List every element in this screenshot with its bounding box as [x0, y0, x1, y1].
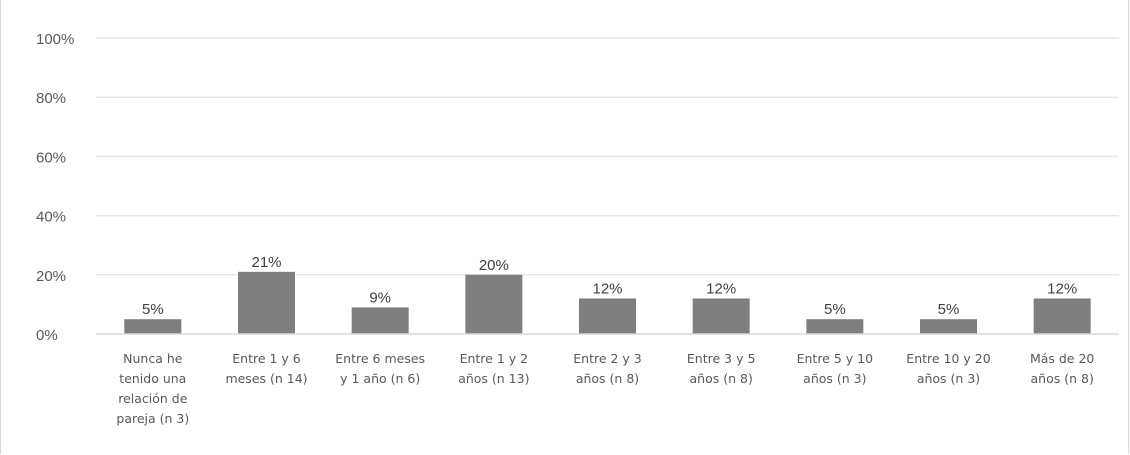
bar: [1033, 298, 1091, 334]
data-label: 12%: [706, 280, 736, 297]
category-label-line: Nunca he: [123, 351, 183, 366]
bar: [579, 298, 636, 334]
category-label-line: relación de: [118, 391, 188, 406]
bar: [806, 319, 864, 334]
bar: [465, 274, 523, 334]
data-label: 12%: [1047, 280, 1077, 297]
bar: [238, 271, 295, 334]
data-label: 9%: [369, 289, 391, 306]
category-label: Entre 1 y 2 años (n 13): [458, 351, 529, 386]
y-tick-label: 60%: [36, 149, 66, 166]
data-label: 5%: [142, 301, 164, 318]
gridlines: [96, 37, 1119, 276]
category-label-line: tenido una: [119, 371, 186, 386]
bar: [351, 307, 409, 334]
category-label-line: años (n 3): [803, 371, 866, 386]
x-axis-categories: Nunca he tenido una relación de pareja (n 3…: [116, 351, 1094, 426]
category-label-line: Más de 20: [1030, 351, 1094, 366]
data-label: 5%: [938, 301, 960, 318]
bar: [920, 319, 977, 334]
category-label-line: Entre 5 y 10: [797, 351, 873, 366]
y-tick-label: 0%: [36, 327, 58, 344]
category-label-line: pareja (n 3): [116, 411, 189, 426]
data-labels: 5% 21% 9% 20% 12% 12% 5% 5% 12%: [142, 254, 1077, 318]
category-label: Entre 6 meses y 1 año (n 6): [335, 351, 425, 386]
y-tick-label: 20%: [36, 268, 66, 285]
data-label: 5%: [824, 301, 846, 318]
category-label: Entre 10 y 20 años (n 3): [906, 351, 990, 386]
category-label-line: años (n 8): [576, 371, 639, 386]
bar: [124, 319, 182, 334]
category-label: Más de 20 años (n 8): [1030, 351, 1094, 386]
y-tick-label: 80%: [36, 90, 66, 107]
category-label-line: Entre 10 y 20: [906, 351, 990, 366]
data-label: 20%: [479, 257, 509, 274]
category-label: Nunca he tenido una relación de pareja (n 3…: [116, 351, 189, 426]
y-axis-ticks: 0% 20% 40% 60% 80% 100%: [36, 31, 74, 344]
bar: [692, 298, 750, 334]
category-label-line: años (n 13): [458, 371, 529, 386]
category-label-line: años (n 3): [917, 371, 980, 386]
data-label: 21%: [251, 254, 281, 271]
category-label: Entre 5 y 10 años (n 3): [797, 351, 873, 386]
y-tick-label: 100%: [36, 31, 74, 48]
category-label-line: Entre 2 y 3: [573, 351, 642, 366]
bars: [124, 271, 1091, 334]
category-label-line: Entre 1 y 2: [460, 351, 529, 366]
category-label-line: Entre 1 y 6: [232, 351, 301, 366]
category-label: Entre 1 y 6 meses (n 14): [225, 351, 307, 386]
category-label: Entre 2 y 3 años (n 8): [573, 351, 642, 386]
category-label-line: y 1 año (n 6): [340, 371, 420, 386]
category-label: Entre 3 y 5 años (n 8): [687, 351, 756, 386]
category-label-line: Entre 3 y 5: [687, 351, 756, 366]
data-label: 12%: [592, 280, 622, 297]
category-label-line: Entre 6 meses: [335, 351, 425, 366]
category-label-line: años (n 8): [1031, 371, 1094, 386]
category-label-line: años (n 8): [690, 371, 753, 386]
y-tick-label: 40%: [36, 209, 66, 226]
category-label-line: meses (n 14): [225, 371, 307, 386]
